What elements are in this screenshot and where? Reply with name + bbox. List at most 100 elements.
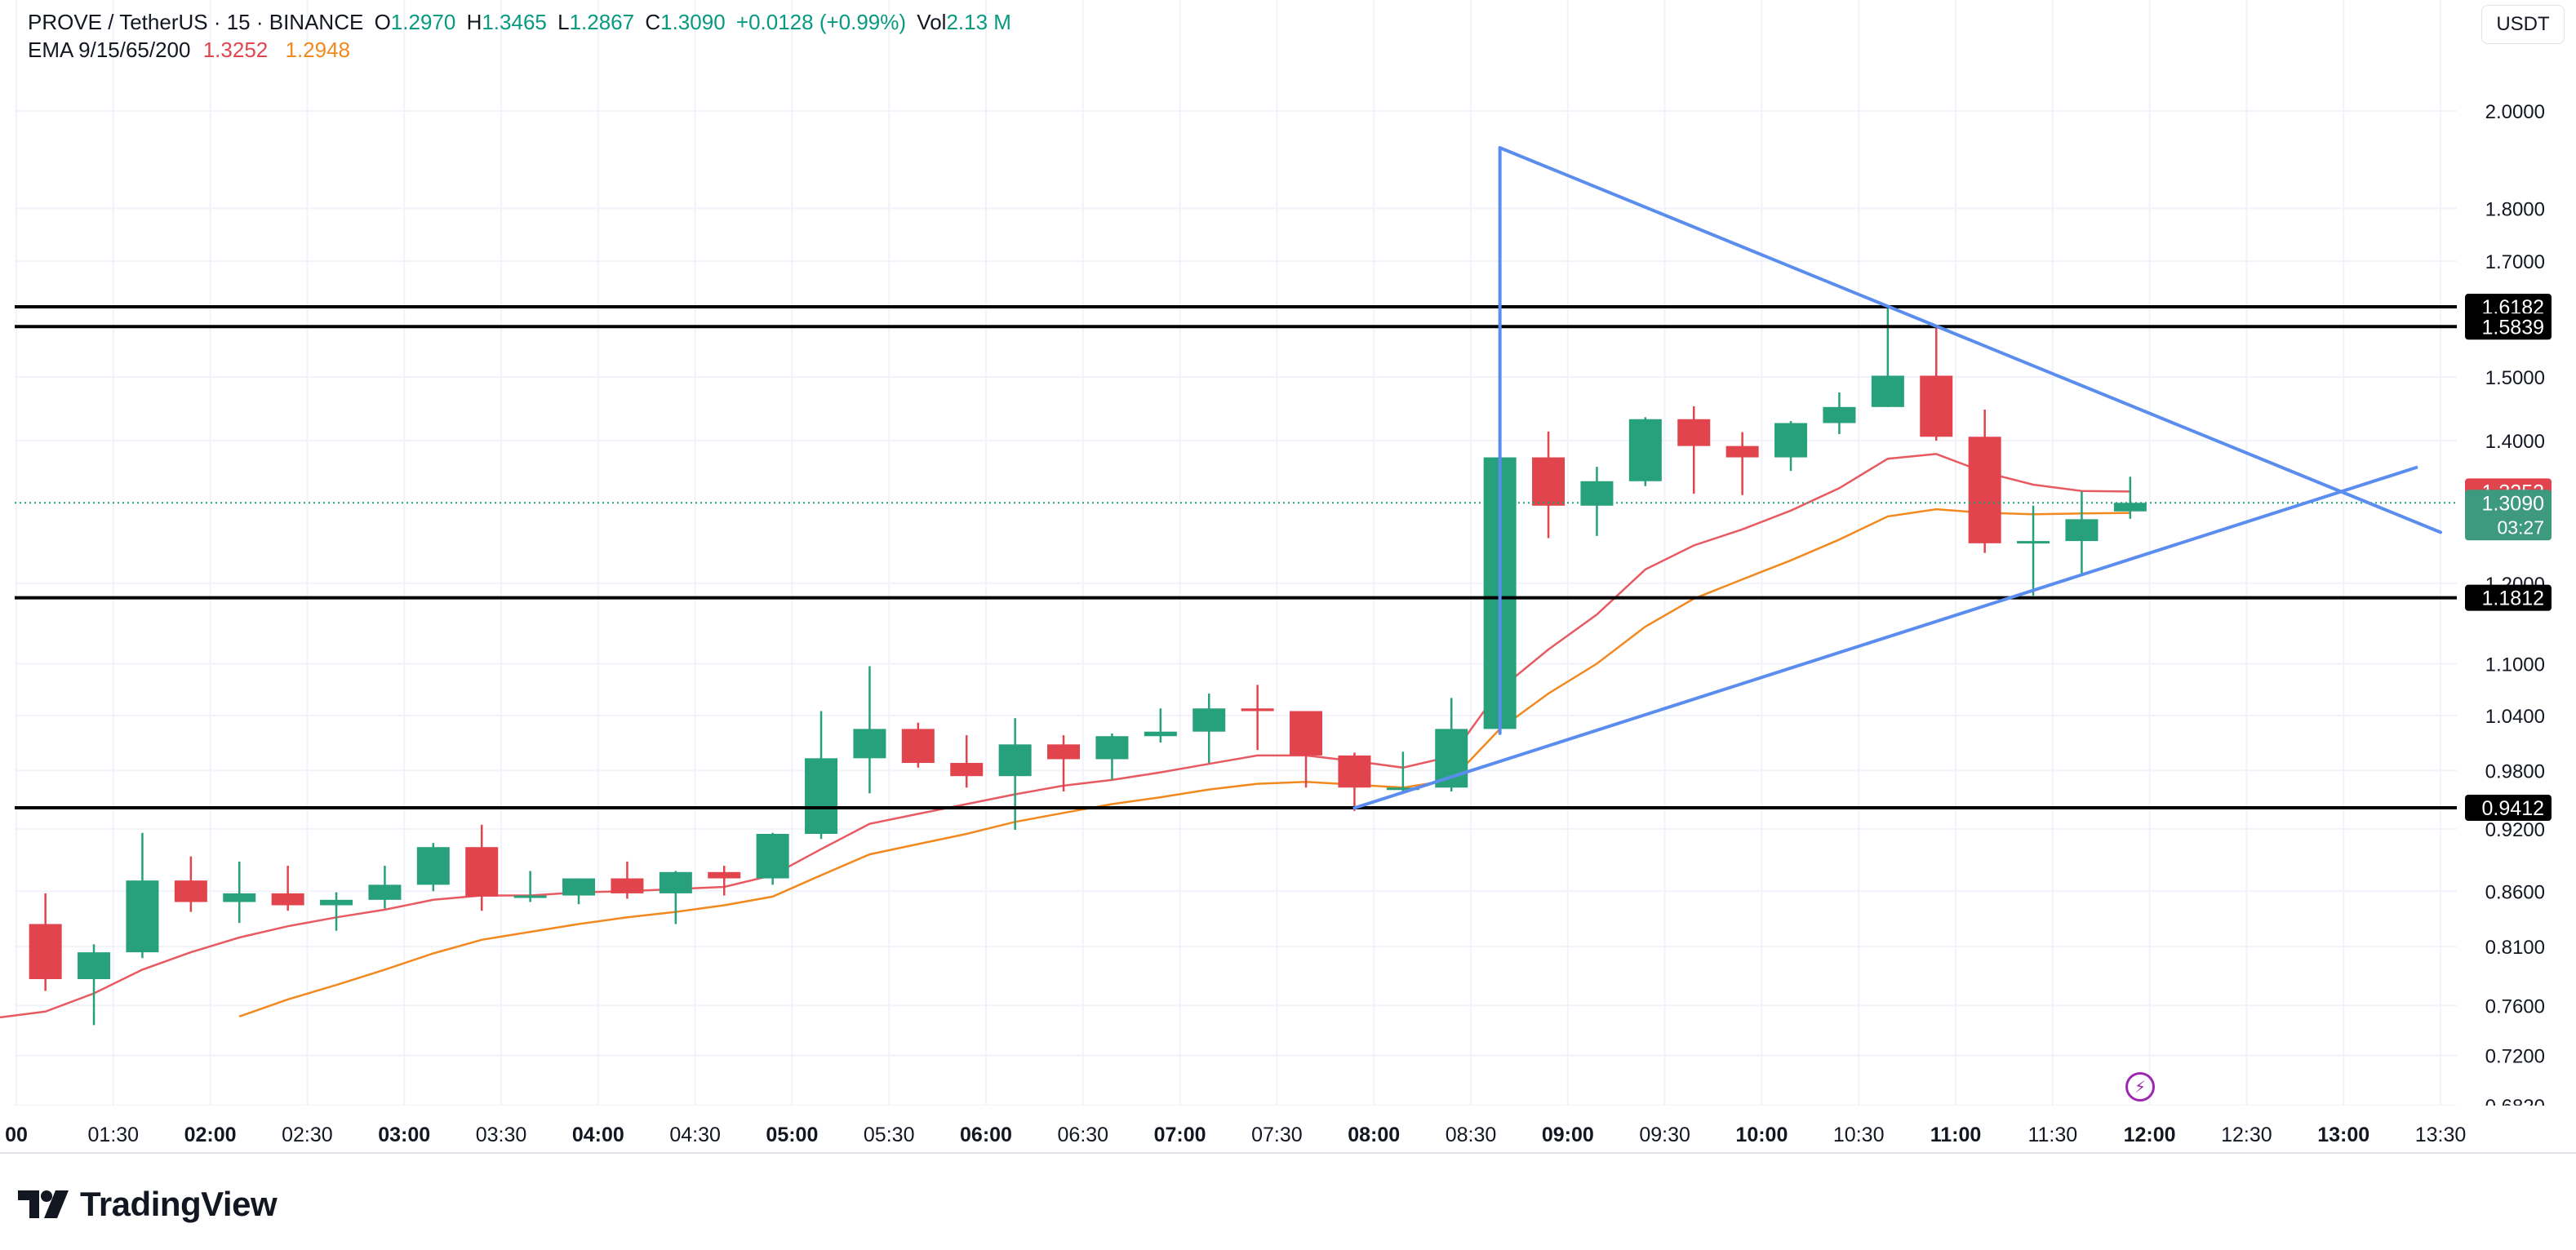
candle xyxy=(1968,409,2001,553)
time-tick-label: 07:30 xyxy=(1251,1124,1303,1146)
candle-body xyxy=(1823,406,1856,423)
current-price-label-countdown: 03:27 xyxy=(2497,516,2544,538)
candle xyxy=(853,666,886,794)
trendline-ascending xyxy=(1352,465,2418,810)
time-tick-label: 07:00 xyxy=(1154,1124,1206,1146)
candle-body xyxy=(1144,731,1177,737)
time-tick-label: 08:00 xyxy=(1348,1124,1400,1146)
ema-slow-value: 1.2948 xyxy=(285,38,351,62)
candle xyxy=(465,824,499,911)
candle-body xyxy=(805,758,838,835)
candle-body xyxy=(368,884,402,900)
candle xyxy=(1628,417,1662,486)
time-tick-label: 00 xyxy=(5,1124,28,1146)
candle-body xyxy=(1628,419,1662,481)
candle-body xyxy=(2017,541,2050,544)
time-tick-label: 13:30 xyxy=(2415,1124,2467,1146)
candle xyxy=(1386,751,1419,794)
candle xyxy=(126,832,159,959)
current-price-label: 1.3090 xyxy=(2482,492,2544,515)
level-price-label-bg xyxy=(2465,795,2552,822)
candle xyxy=(1047,735,1081,791)
time-tick-label: 11:00 xyxy=(1930,1124,1982,1146)
level-price-label-bg xyxy=(2465,584,2552,611)
candle-body xyxy=(1580,481,1614,506)
candle-body xyxy=(29,924,62,979)
candle-body xyxy=(1871,375,1904,407)
time-tick-label: 02:00 xyxy=(184,1124,237,1146)
candle-body xyxy=(1338,755,1371,788)
brand-name: TradingView xyxy=(80,1185,278,1223)
candle-body xyxy=(271,893,304,906)
candle-body xyxy=(513,895,547,898)
price-tick-label: 1.7000 xyxy=(2485,251,2545,273)
price-tick-label: 1.5000 xyxy=(2485,367,2545,389)
candle-body xyxy=(2113,503,2147,512)
close-value: C1.3090 xyxy=(645,10,726,34)
candle xyxy=(1532,431,1566,539)
candle xyxy=(901,722,935,768)
ema-label: EMA 9/15/65/200 xyxy=(28,38,191,62)
level-price-label-bg xyxy=(2465,313,2552,340)
level-price-label: 1.1812 xyxy=(2482,587,2544,610)
candle xyxy=(708,866,741,896)
candle xyxy=(2113,477,2147,519)
candle xyxy=(223,861,256,924)
time-tick-label: 05:30 xyxy=(864,1124,915,1146)
price-tick-label: 0.7200 xyxy=(2485,1046,2545,1068)
candle xyxy=(368,866,402,909)
candle-body xyxy=(562,878,596,896)
lightning-icon[interactable]: ⚡ xyxy=(2125,1072,2155,1102)
time-tick-label: 13:00 xyxy=(2317,1124,2369,1146)
trendline-descending xyxy=(1498,146,2442,534)
candle-body xyxy=(1241,708,1274,711)
time-tick-label: 06:30 xyxy=(1058,1124,1109,1146)
symbol-title[interactable]: PROVE / TetherUS · 15 · BINANCE xyxy=(28,10,364,34)
candle xyxy=(950,735,984,788)
candle xyxy=(1920,326,1953,441)
ema-fast-value: 1.3252 xyxy=(202,38,269,62)
candle-body xyxy=(1386,787,1419,791)
candle-body xyxy=(174,880,207,902)
time-tick-label: 10:30 xyxy=(1833,1124,1885,1146)
currency-button[interactable]: USDT xyxy=(2481,5,2565,44)
current-price-label-bg xyxy=(2465,490,2552,541)
symbol-legend: PROVE / TetherUS · 15 · BINANCE O1.2970 … xyxy=(28,10,1016,35)
candle xyxy=(1338,752,1371,811)
time-tick-label: 08:30 xyxy=(1446,1124,1497,1146)
price-tick-label: 2.0000 xyxy=(2485,101,2545,123)
time-tick-label: 03:30 xyxy=(476,1124,527,1146)
time-tick-label: 04:00 xyxy=(572,1124,624,1146)
candle xyxy=(756,832,789,885)
high-value: H1.3465 xyxy=(466,10,547,34)
price-tick-label: 1.0400 xyxy=(2485,706,2545,728)
price-tick-label: 0.9200 xyxy=(2485,819,2545,841)
candle-body xyxy=(2065,519,2099,542)
candle xyxy=(1580,467,1614,536)
time-tick-label: 12:00 xyxy=(2124,1124,2176,1146)
candle xyxy=(1774,421,1808,472)
tradingview-logo[interactable]: TradingView xyxy=(18,1185,278,1224)
candle-body xyxy=(1920,375,1953,437)
time-tick-label: 09:30 xyxy=(1639,1124,1690,1146)
ema-legend[interactable]: EMA 9/15/65/200 1.3252 1.2948 xyxy=(28,38,350,63)
time-axis: 00 01:30 02:00 02:30 03:00 03:30 04:00 04:30 05:… xyxy=(0,1106,2576,1163)
ema-slow-line xyxy=(238,508,2130,1017)
ema-fast-line xyxy=(0,453,2130,1019)
horizontal-levels xyxy=(15,305,2457,810)
candle-body xyxy=(78,952,111,979)
price-tick-label: 1.8000 xyxy=(2485,198,2545,220)
grid xyxy=(15,0,2457,1106)
time-tick-label: 04:30 xyxy=(669,1124,721,1146)
candle-body xyxy=(901,729,935,764)
candle xyxy=(320,892,353,931)
price-tick-label: 0.9800 xyxy=(2485,760,2545,782)
candle-body xyxy=(1968,437,2001,543)
candle xyxy=(29,893,62,991)
candle xyxy=(1290,711,1323,788)
candle xyxy=(78,944,111,1026)
time-tick-label: 10:00 xyxy=(1735,1124,1788,1146)
candles xyxy=(29,148,2147,1026)
candle xyxy=(1677,406,1711,494)
